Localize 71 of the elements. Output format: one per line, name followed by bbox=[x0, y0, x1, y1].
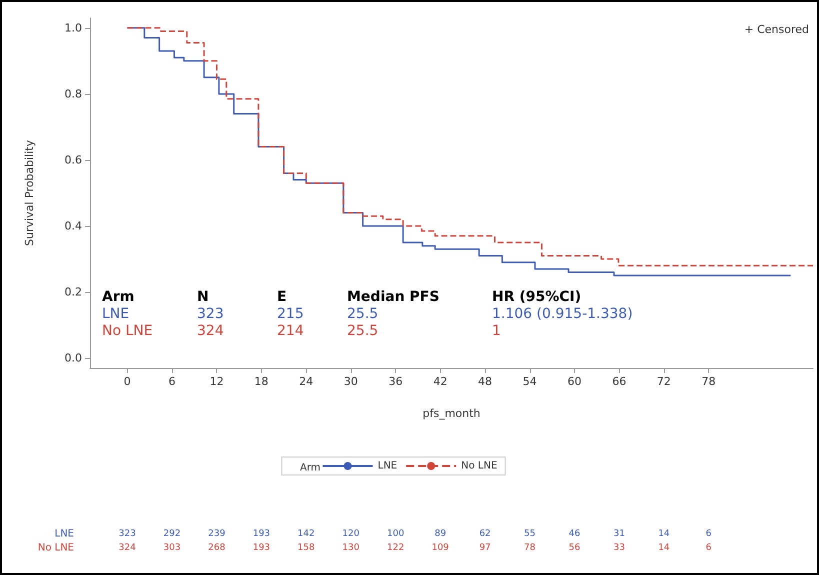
y-tick-label: 0.6 bbox=[64, 153, 82, 166]
annotation: + Censored bbox=[744, 23, 809, 36]
y-tick-label: 0.4 bbox=[64, 220, 82, 233]
annotation: 323 bbox=[197, 306, 224, 322]
text: 120 bbox=[342, 529, 360, 539]
y-tick-label: 0.2 bbox=[64, 286, 82, 299]
text: 89 bbox=[434, 529, 446, 539]
x-tick-label: 72 bbox=[656, 375, 671, 388]
text: 6 bbox=[706, 529, 712, 539]
text: 56 bbox=[568, 543, 580, 553]
x-axis-title: pfs_month bbox=[422, 407, 480, 420]
annotation: 1 bbox=[492, 323, 501, 339]
annotation: No LNE bbox=[102, 323, 153, 339]
text: 55 bbox=[524, 529, 536, 539]
annotation: HR (95%CI) bbox=[492, 289, 582, 305]
x-tick-label: 78 bbox=[702, 375, 716, 388]
text: 292 bbox=[163, 529, 181, 539]
annotation: 1.106 (0.915-1.338) bbox=[492, 306, 633, 322]
annotation: 25.5 bbox=[347, 323, 378, 339]
text: 62 bbox=[479, 529, 491, 539]
x-tick-label: 66 bbox=[612, 375, 626, 388]
x-tick-label: 48 bbox=[478, 375, 492, 388]
text: 97 bbox=[479, 543, 491, 553]
text: 268 bbox=[208, 543, 226, 553]
text: 158 bbox=[298, 543, 316, 553]
text: 122 bbox=[387, 543, 404, 553]
x-tick-label: 42 bbox=[433, 375, 448, 388]
legend-label: LNE bbox=[378, 460, 398, 472]
y-tick-label: 0.8 bbox=[64, 87, 82, 100]
y-tick-label: 1.0 bbox=[64, 21, 82, 34]
text: 33 bbox=[613, 543, 625, 553]
text: 142 bbox=[298, 529, 315, 539]
annotation: 214 bbox=[277, 323, 304, 339]
annotation: 215 bbox=[277, 306, 304, 322]
y-tick-label: 0.0 bbox=[64, 352, 82, 365]
text: 303 bbox=[163, 543, 181, 553]
legend-label: No LNE bbox=[461, 460, 498, 472]
x-tick-label: 0 bbox=[124, 375, 131, 388]
text: 239 bbox=[208, 529, 226, 539]
text: 324 bbox=[118, 543, 136, 553]
text: 14 bbox=[658, 529, 670, 539]
annotation: 324 bbox=[197, 323, 224, 339]
text: LNE bbox=[54, 528, 74, 540]
annotation: 25.5 bbox=[347, 306, 378, 322]
x-tick-label: 12 bbox=[210, 375, 224, 388]
text: 193 bbox=[252, 543, 270, 553]
legend-title: Arm bbox=[300, 462, 321, 474]
text: 100 bbox=[387, 529, 404, 539]
text: 130 bbox=[342, 543, 360, 553]
annotation: N bbox=[197, 289, 209, 305]
text: 78 bbox=[524, 543, 536, 553]
x-tick-label: 24 bbox=[299, 375, 314, 388]
x-tick-label: 18 bbox=[254, 375, 268, 388]
annotation: Arm bbox=[102, 289, 134, 305]
x-tick-label: 60 bbox=[567, 375, 582, 388]
annotation: LNE bbox=[102, 306, 130, 322]
annotation: Median PFS bbox=[347, 289, 440, 305]
y-axis-title: Survival Probability bbox=[23, 140, 36, 246]
text: 46 bbox=[568, 529, 580, 539]
text: 323 bbox=[118, 529, 136, 539]
text: 193 bbox=[252, 529, 270, 539]
text: 109 bbox=[432, 543, 450, 553]
text: 6 bbox=[706, 543, 712, 553]
x-tick-label: 36 bbox=[388, 375, 403, 388]
annotation: E bbox=[277, 289, 287, 305]
x-tick-label: 30 bbox=[344, 375, 358, 388]
x-tick-label: 54 bbox=[522, 375, 537, 388]
text: 14 bbox=[658, 543, 670, 553]
text: No LNE bbox=[38, 542, 74, 554]
text: 31 bbox=[613, 529, 625, 539]
x-tick-label: 6 bbox=[168, 375, 176, 388]
